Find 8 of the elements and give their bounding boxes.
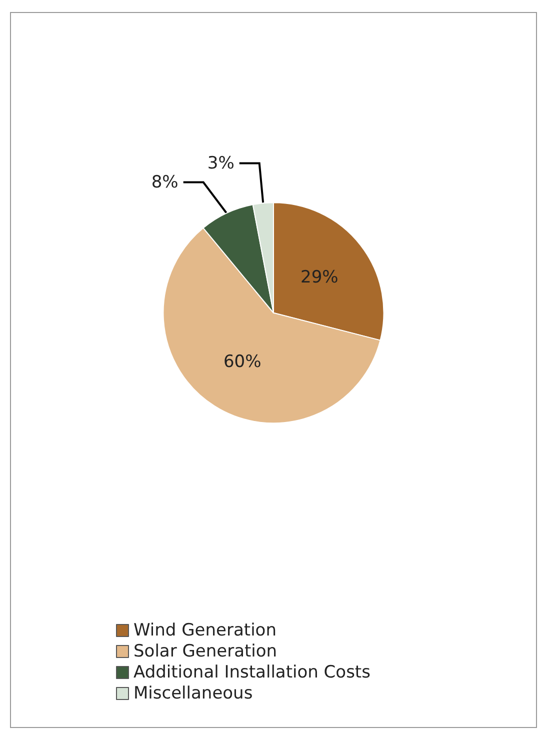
data-label: 60%: [223, 352, 262, 372]
data-label: 29%: [300, 267, 338, 288]
legend-label: Solar Generation: [134, 642, 278, 662]
data-label: 3%: [207, 153, 234, 174]
legend-label: Additional Installation Costs: [134, 662, 371, 682]
legend-label: Miscellaneous: [134, 684, 253, 704]
legend-label: Wind Generation: [134, 620, 276, 640]
data-label: 8%: [151, 172, 178, 192]
